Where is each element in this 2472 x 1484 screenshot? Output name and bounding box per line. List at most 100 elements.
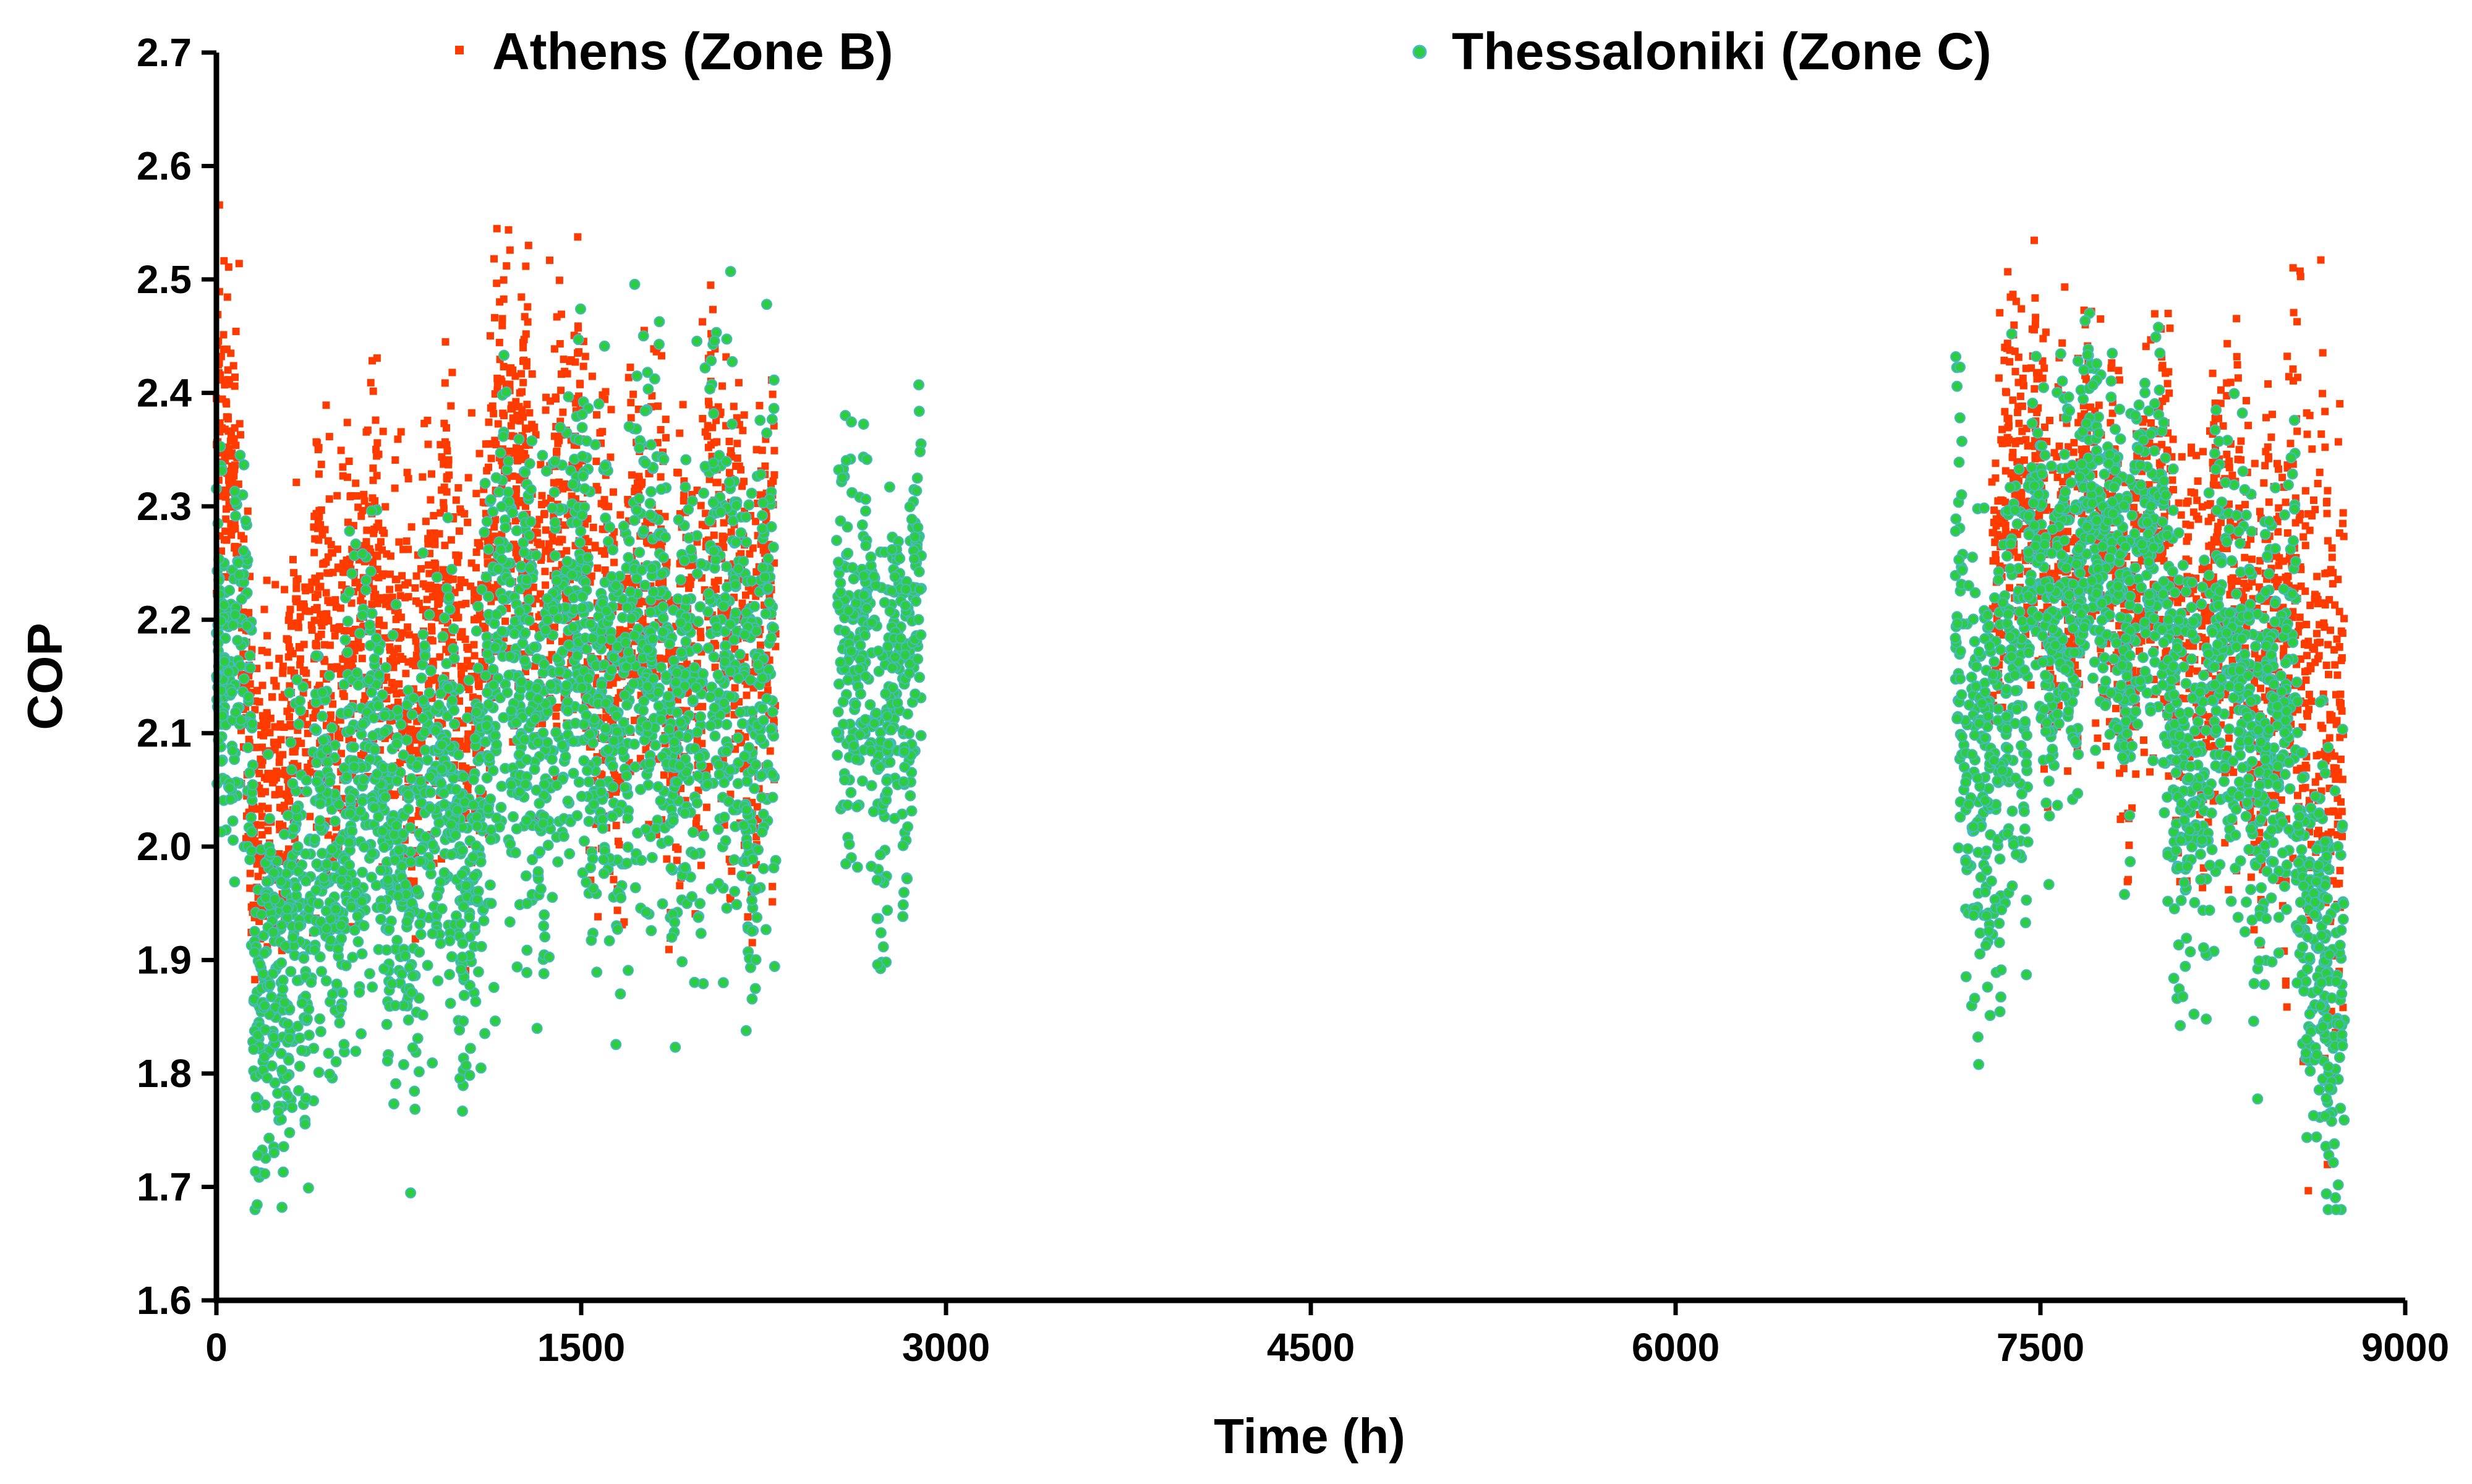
athens-point [2282,498,2290,506]
athens-point [2250,926,2258,934]
athens-point [346,493,354,501]
athens-point [2311,778,2319,786]
athens-point [598,547,606,555]
athens-point [2225,885,2233,893]
athens-point [321,657,329,665]
thessaloniki-point [294,695,306,707]
thessaloniki-point [240,515,252,527]
athens-point [2015,419,2023,427]
athens-point [628,670,636,678]
athens-point [2333,880,2340,888]
athens-point [2304,510,2312,518]
thessaloniki-point [419,727,431,738]
athens-point [338,581,346,589]
athens-point [2269,411,2276,419]
athens-point [2004,268,2012,276]
athens-point [362,538,370,546]
athens-point [702,803,710,811]
athens-point [381,503,390,511]
athens-point [491,313,498,322]
thessaloniki-point [284,1127,296,1138]
athens-point [296,655,304,663]
thessaloniki-point [275,1047,287,1059]
athens-point [2070,438,2078,446]
athens-point [2165,368,2173,376]
athens-point [594,913,602,921]
athens-point [602,388,610,396]
thessaloniki-point [244,767,255,778]
athens-point [1990,506,1998,514]
athens-point [558,535,566,544]
athens-point [432,565,440,573]
athens-point [506,447,514,455]
athens-point [2241,553,2249,561]
athens-point [380,621,388,629]
athens-point [419,473,427,481]
athens-point [2290,309,2298,317]
athens-point [397,613,405,621]
athens-point [511,372,519,380]
thessaloniki-point [260,1024,271,1036]
thessaloniki-point [430,826,441,838]
athens-point [2108,359,2116,367]
athens-point [438,453,446,461]
athens-point [2191,489,2198,497]
athens-point [2132,770,2140,778]
athens-point [279,669,287,677]
athens-point [2339,519,2346,527]
athens-point [379,427,387,435]
athens-point [550,345,558,353]
thessaloniki-point [403,789,414,801]
athens-point [2046,417,2053,424]
thessaloniki-point [323,670,335,681]
athens-point [427,636,435,644]
athens-point [257,790,265,798]
athens-point [2228,576,2236,584]
thessaloniki-point [264,813,276,824]
athens-point [313,603,321,612]
athens-point [663,855,671,863]
athens-point [2335,643,2343,651]
athens-point [2194,477,2202,485]
athens-point [2115,367,2123,375]
thessaloniki-point [251,1101,263,1113]
athens-point [276,752,284,760]
athens-point [2194,515,2202,523]
athens-point [2283,1003,2291,1011]
athens-point [275,654,283,662]
athens-point [2332,691,2340,699]
athens-point [257,755,265,763]
athens-point [435,584,443,592]
athens-point [2005,436,2013,444]
thessaloniki-point [230,510,241,522]
athens-point [2311,595,2319,603]
athens-point [2291,519,2299,527]
athens-point [2308,697,2316,706]
thessaloniki-point [293,719,305,730]
athens-point [224,415,232,423]
athens-point [735,378,743,386]
athens-point [453,614,460,622]
athens-point [220,257,228,265]
athens-point [2031,236,2038,244]
thessaloniki-point [252,1149,264,1161]
athens-point [518,370,525,378]
athens-point [2010,321,2018,329]
athens-point [672,843,680,851]
athens-point [506,380,514,388]
athens-point [2209,481,2217,489]
athens-point [2102,743,2110,750]
athens-point [2014,409,2022,416]
thessaloniki-point [294,1060,305,1072]
thessaloniki-point [286,1102,298,1113]
athens-point [386,586,394,594]
thessaloniki-point [250,1091,262,1103]
athens-point [509,366,517,374]
athens-point [2219,422,2227,430]
athens-point [541,568,549,576]
athens-point [770,446,778,454]
athens-point [500,363,508,370]
thessaloniki-point [218,599,230,611]
athens-point [283,635,291,643]
